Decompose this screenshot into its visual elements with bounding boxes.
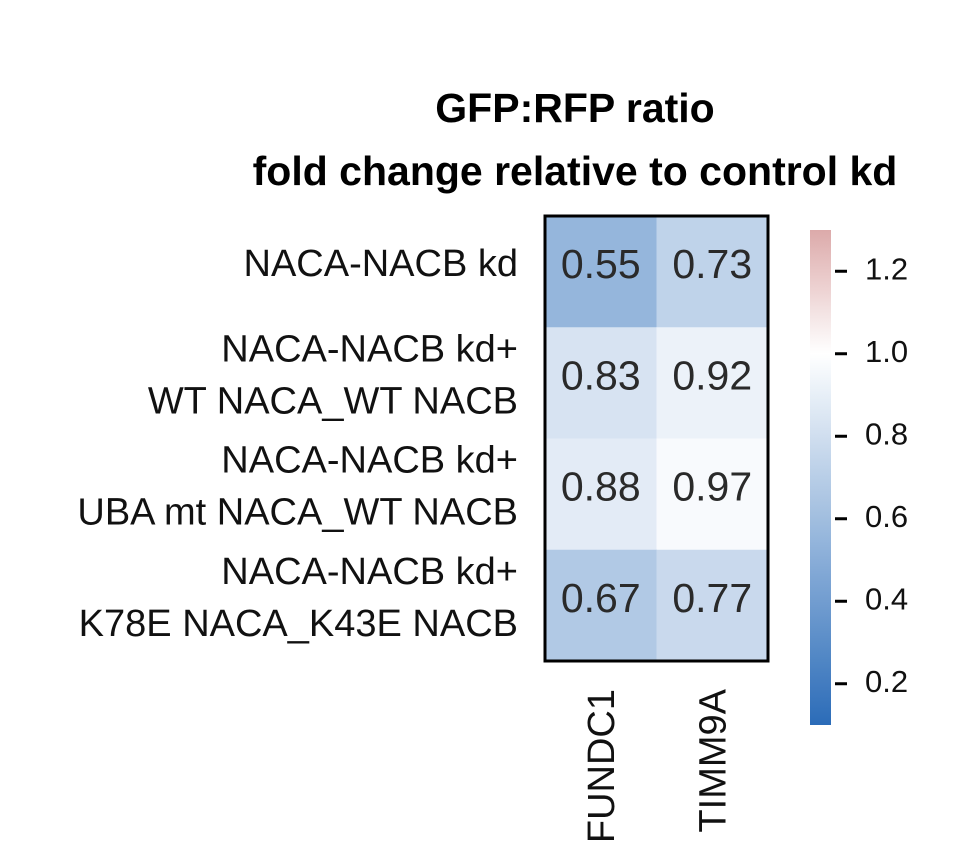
heatmap-cell-r0-c1 (656, 216, 769, 328)
column-label-timm9a: TIMM9A (692, 688, 734, 832)
row-label-0-line-0: NACA-NACB kd (244, 243, 519, 285)
heatmap-cell-r2-c0 (545, 438, 657, 551)
column-label-fundc1: FUNDC1 (581, 689, 623, 843)
cell-value-label: 0.97 (672, 464, 752, 510)
heatmap-cells (545, 216, 769, 662)
cell-value-label: 0.77 (672, 575, 752, 621)
heatmap-cell-labels: 0.55 0.73 0.83 0.92 0.88 0.97 0.67 0.77 (561, 241, 752, 621)
colorbar-tick-label: 0.8 (865, 416, 908, 451)
cell-value-label: 0.83 (561, 352, 641, 398)
row-labels: NACA-NACB kd NACA-NACB kd+ WT NACA_WT NACB… (77, 243, 518, 645)
colorbar-gradient (810, 230, 831, 725)
cell-value-label: 0.55 (561, 241, 641, 287)
heatmap-cell-r1-c1 (656, 327, 769, 439)
colorbar-ticks: 0.2 0.4 0.6 0.8 1.0 1.2 (835, 251, 908, 699)
chart-title-line-1: GFP:RFP ratio (435, 85, 714, 131)
chart-title-line-2: fold change relative to control kd (253, 148, 898, 194)
row-label-1-line-1: WT NACA_WT NACB (148, 380, 518, 422)
cell-value-label: 0.92 (672, 352, 752, 398)
row-label-3-line-1: K78E NACA_K43E NACB (79, 603, 518, 645)
colorbar-tick-label: 0.4 (865, 581, 908, 616)
cell-value-label: 0.88 (561, 464, 641, 510)
cell-value-label: 0.67 (561, 575, 641, 621)
heatmap-frame (543, 214, 770, 663)
heatmap-cell-r3-c0 (545, 549, 657, 662)
row-label-3-line-0: NACA-NACB kd+ (221, 551, 518, 593)
colorbar (810, 230, 831, 725)
heatmap-cell-r1-c0 (545, 327, 657, 439)
colorbar-tick-label: 0.2 (865, 664, 908, 699)
heatmap-cell-r0-c0 (545, 216, 657, 328)
cell-value-label: 0.73 (672, 241, 752, 287)
row-label-2-line-0: NACA-NACB kd+ (221, 440, 518, 482)
chart-title: GFP:RFP ratio fold change relative to co… (253, 85, 898, 194)
row-label-2-line-1: UBA mt NACA_WT NACB (77, 492, 518, 534)
column-labels: FUNDC1 TIMM9A (581, 688, 735, 843)
row-label-1-line-0: NACA-NACB kd+ (221, 328, 518, 370)
heatmap-cell-r2-c1 (656, 438, 769, 551)
heatmap-cell-r3-c1 (656, 549, 769, 662)
colorbar-tick-label: 1.0 (865, 334, 908, 369)
colorbar-tick-label: 1.2 (865, 251, 908, 286)
colorbar-tick-label: 0.6 (865, 499, 908, 534)
